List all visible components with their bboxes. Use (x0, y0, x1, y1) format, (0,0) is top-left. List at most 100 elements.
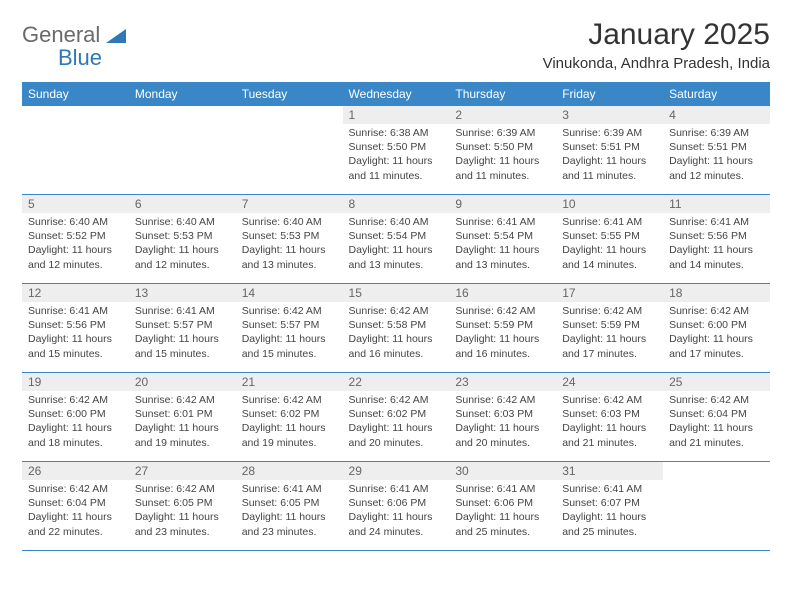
daylight-line-2: and 25 minutes. (562, 525, 657, 539)
day-details: Sunrise: 6:38 AMSunset: 5:50 PMDaylight:… (343, 124, 450, 187)
daylight-line-1: Daylight: 11 hours (562, 332, 657, 346)
daylight-line-2: and 11 minutes. (562, 169, 657, 183)
daylight-line-1: Daylight: 11 hours (135, 332, 230, 346)
daylight-line-1: Daylight: 11 hours (349, 243, 444, 257)
day-number: 6 (129, 195, 236, 213)
day-number: 14 (236, 284, 343, 302)
day-details: Sunrise: 6:39 AMSunset: 5:51 PMDaylight:… (663, 124, 770, 187)
sunset-line: Sunset: 5:54 PM (455, 229, 550, 243)
day-details: Sunrise: 6:40 AMSunset: 5:53 PMDaylight:… (129, 213, 236, 276)
day-number: 28 (236, 462, 343, 480)
sunset-line: Sunset: 5:59 PM (562, 318, 657, 332)
calendar-week: 5Sunrise: 6:40 AMSunset: 5:52 PMDaylight… (22, 195, 770, 284)
day-number: 29 (343, 462, 450, 480)
calendar-cell: 17Sunrise: 6:42 AMSunset: 5:59 PMDayligh… (556, 284, 663, 373)
calendar-cell (663, 462, 770, 551)
calendar-cell: 25Sunrise: 6:42 AMSunset: 6:04 PMDayligh… (663, 373, 770, 462)
sunrise-line: Sunrise: 6:40 AM (28, 215, 123, 229)
sunrise-line: Sunrise: 6:42 AM (135, 482, 230, 496)
day-details: Sunrise: 6:42 AMSunset: 6:04 PMDaylight:… (22, 480, 129, 543)
calendar-cell: 16Sunrise: 6:42 AMSunset: 5:59 PMDayligh… (449, 284, 556, 373)
calendar-week: 19Sunrise: 6:42 AMSunset: 6:00 PMDayligh… (22, 373, 770, 462)
daylight-line-1: Daylight: 11 hours (28, 421, 123, 435)
sunrise-line: Sunrise: 6:39 AM (669, 126, 764, 140)
sunrise-line: Sunrise: 6:42 AM (455, 393, 550, 407)
calendar-cell: 6Sunrise: 6:40 AMSunset: 5:53 PMDaylight… (129, 195, 236, 284)
day-number: 23 (449, 373, 556, 391)
sunset-line: Sunset: 6:03 PM (562, 407, 657, 421)
day-details: Sunrise: 6:42 AMSunset: 6:02 PMDaylight:… (343, 391, 450, 454)
daylight-line-2: and 20 minutes. (455, 436, 550, 450)
calendar-cell: 13Sunrise: 6:41 AMSunset: 5:57 PMDayligh… (129, 284, 236, 373)
sunrise-line: Sunrise: 6:41 AM (669, 215, 764, 229)
day-details: Sunrise: 6:42 AMSunset: 6:00 PMDaylight:… (22, 391, 129, 454)
day-number: 21 (236, 373, 343, 391)
day-number: 15 (343, 284, 450, 302)
calendar-cell: 15Sunrise: 6:42 AMSunset: 5:58 PMDayligh… (343, 284, 450, 373)
daylight-line-2: and 24 minutes. (349, 525, 444, 539)
sunrise-line: Sunrise: 6:42 AM (135, 393, 230, 407)
sunrise-line: Sunrise: 6:42 AM (349, 304, 444, 318)
day-details: Sunrise: 6:42 AMSunset: 6:02 PMDaylight:… (236, 391, 343, 454)
daylight-line-1: Daylight: 11 hours (562, 421, 657, 435)
month-title: January 2025 (543, 18, 770, 51)
sunset-line: Sunset: 5:59 PM (455, 318, 550, 332)
brand-logo: General Blue (22, 18, 126, 70)
calendar-cell: 23Sunrise: 6:42 AMSunset: 6:03 PMDayligh… (449, 373, 556, 462)
day-number: 3 (556, 106, 663, 124)
sunrise-line: Sunrise: 6:40 AM (242, 215, 337, 229)
sunset-line: Sunset: 5:52 PM (28, 229, 123, 243)
brand-part1: General (22, 22, 100, 47)
calendar-cell (129, 106, 236, 195)
calendar-cell: 26Sunrise: 6:42 AMSunset: 6:04 PMDayligh… (22, 462, 129, 551)
day-details: Sunrise: 6:41 AMSunset: 6:07 PMDaylight:… (556, 480, 663, 543)
calendar-cell: 5Sunrise: 6:40 AMSunset: 5:52 PMDaylight… (22, 195, 129, 284)
daylight-line-2: and 18 minutes. (28, 436, 123, 450)
sunrise-line: Sunrise: 6:42 AM (562, 393, 657, 407)
header-row: General Blue January 2025 Vinukonda, And… (22, 18, 770, 72)
daylight-line-1: Daylight: 11 hours (455, 243, 550, 257)
daylight-line-1: Daylight: 11 hours (455, 510, 550, 524)
calendar-cell: 7Sunrise: 6:40 AMSunset: 5:53 PMDaylight… (236, 195, 343, 284)
day-details: Sunrise: 6:41 AMSunset: 5:56 PMDaylight:… (663, 213, 770, 276)
daylight-line-1: Daylight: 11 hours (669, 332, 764, 346)
calendar-cell: 3Sunrise: 6:39 AMSunset: 5:51 PMDaylight… (556, 106, 663, 195)
day-details: Sunrise: 6:41 AMSunset: 6:06 PMDaylight:… (449, 480, 556, 543)
daylight-line-2: and 22 minutes. (28, 525, 123, 539)
day-details: Sunrise: 6:41 AMSunset: 6:05 PMDaylight:… (236, 480, 343, 543)
location-line: Vinukonda, Andhra Pradesh, India (543, 55, 770, 72)
daylight-line-1: Daylight: 11 hours (28, 510, 123, 524)
day-details: Sunrise: 6:42 AMSunset: 5:59 PMDaylight:… (449, 302, 556, 365)
day-number: 19 (22, 373, 129, 391)
daylight-line-1: Daylight: 11 hours (455, 154, 550, 168)
sunset-line: Sunset: 6:04 PM (669, 407, 764, 421)
daylight-line-1: Daylight: 11 hours (28, 332, 123, 346)
daylight-line-2: and 12 minutes. (28, 258, 123, 272)
day-header: Saturday (663, 83, 770, 106)
day-number: 25 (663, 373, 770, 391)
sunset-line: Sunset: 5:57 PM (242, 318, 337, 332)
calendar-week: 26Sunrise: 6:42 AMSunset: 6:04 PMDayligh… (22, 462, 770, 551)
sunrise-line: Sunrise: 6:39 AM (455, 126, 550, 140)
sunset-line: Sunset: 6:04 PM (28, 496, 123, 510)
sunset-line: Sunset: 6:01 PM (135, 407, 230, 421)
sunset-line: Sunset: 5:50 PM (455, 140, 550, 154)
calendar-cell: 11Sunrise: 6:41 AMSunset: 5:56 PMDayligh… (663, 195, 770, 284)
sunrise-line: Sunrise: 6:42 AM (349, 393, 444, 407)
daylight-line-2: and 15 minutes. (135, 347, 230, 361)
calendar-cell: 20Sunrise: 6:42 AMSunset: 6:01 PMDayligh… (129, 373, 236, 462)
calendar-cell: 12Sunrise: 6:41 AMSunset: 5:56 PMDayligh… (22, 284, 129, 373)
day-details: Sunrise: 6:40 AMSunset: 5:52 PMDaylight:… (22, 213, 129, 276)
calendar-week: 12Sunrise: 6:41 AMSunset: 5:56 PMDayligh… (22, 284, 770, 373)
daylight-line-1: Daylight: 11 hours (135, 421, 230, 435)
daylight-line-1: Daylight: 11 hours (242, 332, 337, 346)
sunrise-line: Sunrise: 6:41 AM (455, 482, 550, 496)
daylight-line-1: Daylight: 11 hours (455, 332, 550, 346)
calendar-cell: 10Sunrise: 6:41 AMSunset: 5:55 PMDayligh… (556, 195, 663, 284)
daylight-line-2: and 23 minutes. (242, 525, 337, 539)
sunrise-line: Sunrise: 6:38 AM (349, 126, 444, 140)
sunrise-line: Sunrise: 6:42 AM (669, 304, 764, 318)
sunset-line: Sunset: 6:07 PM (562, 496, 657, 510)
daylight-line-1: Daylight: 11 hours (669, 154, 764, 168)
sunrise-line: Sunrise: 6:41 AM (562, 482, 657, 496)
